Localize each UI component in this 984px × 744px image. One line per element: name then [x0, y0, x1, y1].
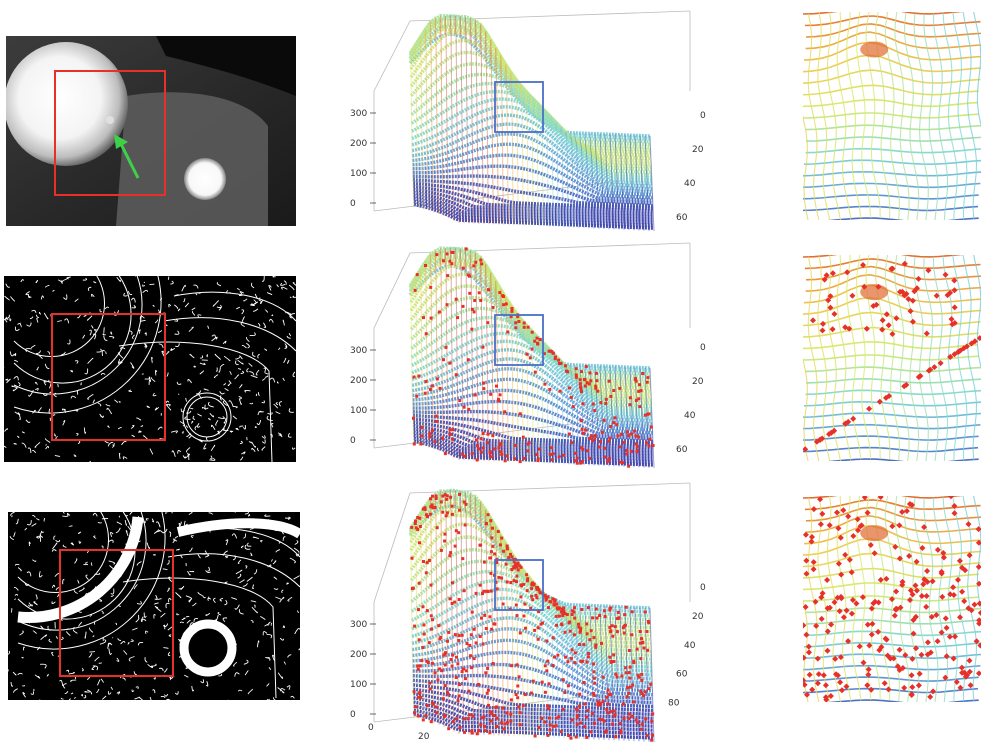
row3-edge-map: [8, 512, 300, 700]
z-tick-label: 200: [350, 376, 367, 386]
ring-large: [17, 516, 144, 623]
y-tick-label: 40: [684, 179, 696, 189]
z-tick-label: 100: [350, 680, 367, 690]
z-tick-label: 200: [350, 650, 367, 660]
z-tick-label: 0: [350, 710, 356, 720]
row1-zoom-patch: [803, 12, 981, 220]
y-tick-label: 80: [668, 699, 680, 709]
y-tick-label: 60: [676, 670, 688, 680]
y-tick-label: 0: [700, 343, 706, 353]
y-tick-label: 20: [692, 612, 704, 622]
row2-surface-plot: 0 100 200 300 0 20 40 60: [330, 238, 710, 468]
surface-roi-box: [494, 81, 544, 133]
roi-box: [59, 549, 174, 677]
z-tick-label: 300: [350, 346, 367, 356]
red-marks: [410, 492, 655, 742]
surface-mesh: [408, 13, 655, 231]
surface-roi-box: [494, 559, 544, 611]
y-tick-label: 0: [700, 111, 706, 121]
zoom-mesh: [803, 12, 981, 220]
y-tick-label: 40: [684, 641, 696, 651]
z-tick-label: 0: [350, 436, 356, 446]
z-tick-label: 100: [350, 406, 367, 416]
row3-zoom-patch: [803, 496, 981, 702]
zoom-mesh: [803, 255, 981, 461]
x-tick-label: 0: [368, 723, 374, 733]
y-tick-label: 20: [692, 377, 704, 387]
roi-box: [51, 313, 166, 441]
row3-surface-plot: 0 100 200 300 0 20 40 60 80 0 20: [330, 478, 710, 742]
zoom-peak: [860, 41, 889, 58]
surface-roi-box: [494, 314, 544, 366]
zoom-peak: [860, 284, 889, 301]
z-tick-label: 200: [350, 139, 367, 149]
y-tick-label: 60: [676, 213, 688, 223]
z-tick-label: 300: [350, 109, 367, 119]
surface-mesh: [408, 488, 655, 742]
y-tick-label: 20: [692, 145, 704, 155]
row1-grayscale-image: [6, 36, 296, 226]
roi-box: [54, 70, 166, 196]
z-tick-label: 0: [350, 199, 356, 209]
y-tick-label: 40: [684, 411, 696, 421]
arrow-icon: [118, 141, 140, 179]
z-tick-label: 300: [350, 620, 367, 630]
ring-small: [179, 619, 237, 677]
zoom-red-marks: [803, 496, 981, 702]
zoom-peak: [860, 525, 889, 542]
x-tick-label: 20: [418, 732, 430, 742]
y-tick-label: 60: [676, 445, 688, 455]
row2-edge-map: [4, 276, 296, 462]
zoom-mesh: [803, 496, 981, 702]
red-marks: [412, 247, 655, 468]
y-tick-label: 0: [700, 583, 706, 593]
row1-surface-plot: 0 100 200 300 0 20 40 60: [330, 6, 710, 231]
row2-zoom-patch: [803, 255, 981, 461]
zoom-red-marks: [803, 260, 981, 453]
edge-background: [8, 512, 300, 700]
z-tick-label: 100: [350, 169, 367, 179]
